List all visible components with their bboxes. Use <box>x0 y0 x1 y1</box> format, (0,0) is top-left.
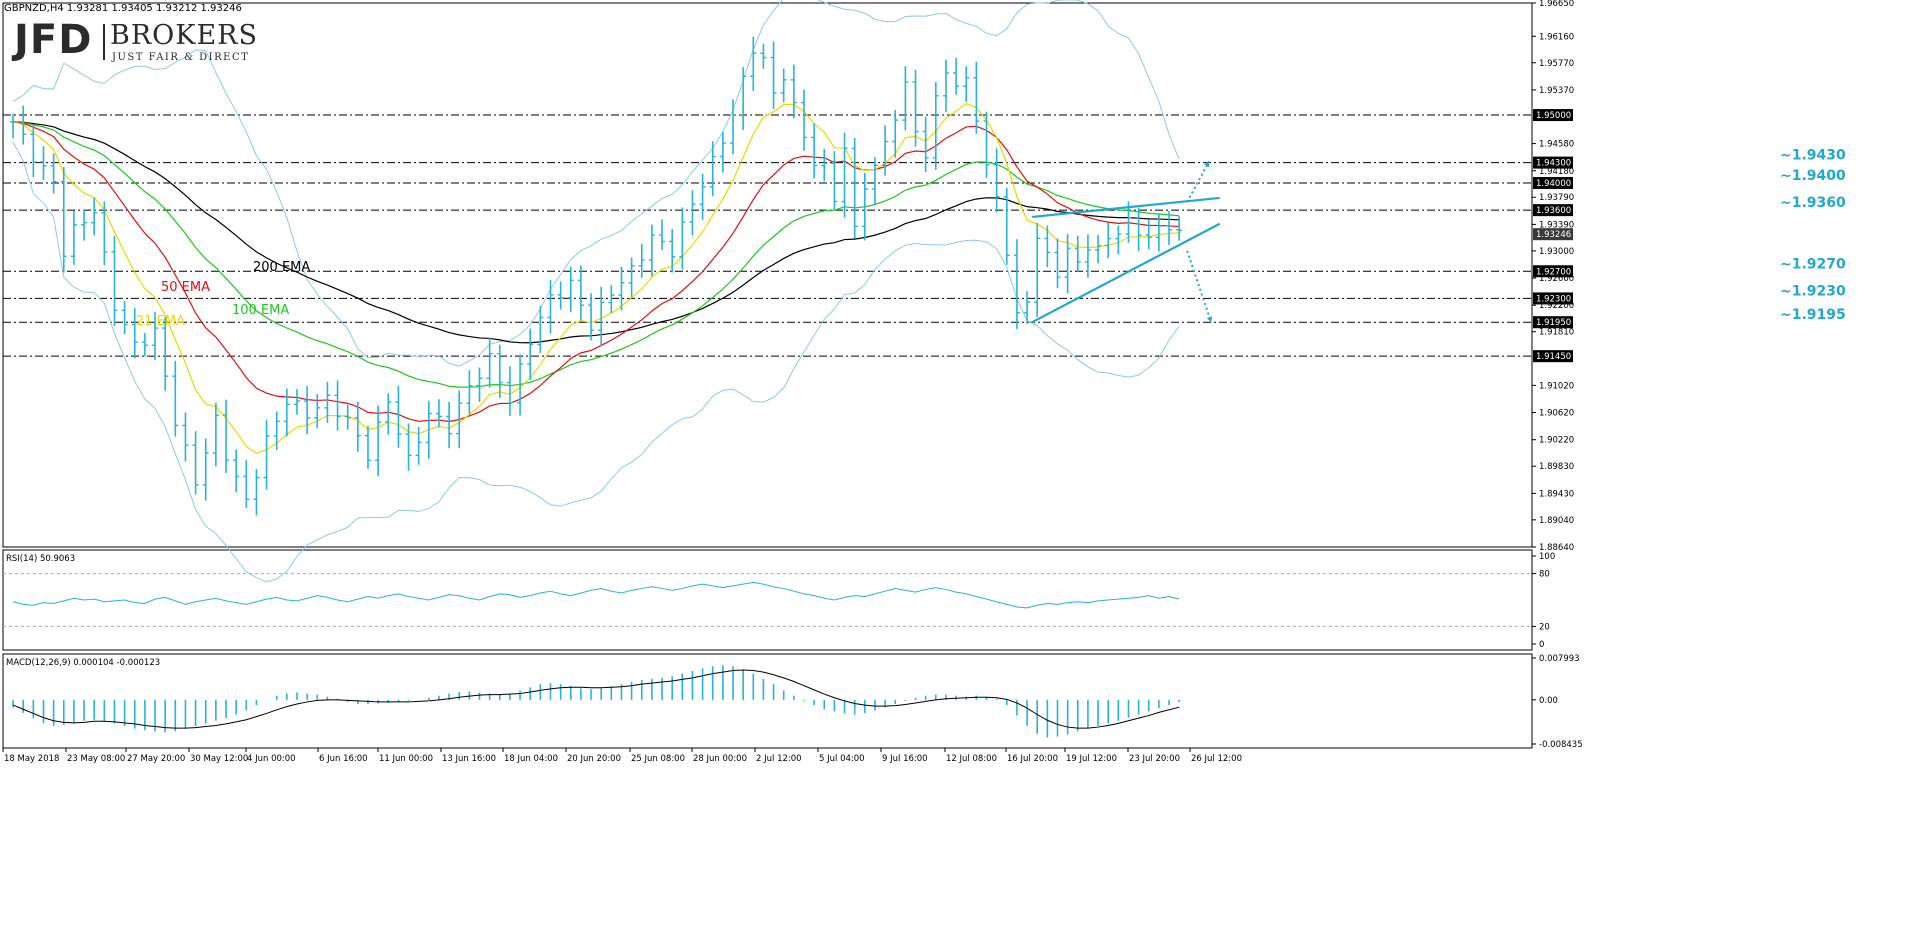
level-label: ~1.9400 <box>1780 168 1846 184</box>
rsi-line <box>12 581 1180 609</box>
price-tag-bg <box>1533 265 1573 278</box>
ema-100-line <box>13 121 1180 388</box>
price-tag-bg <box>1533 316 1573 329</box>
jfd-brokers-logo: JFD BROKERS JUST FAIR & DIRECT <box>14 17 257 63</box>
y-tick-label: 1.93000 <box>1539 247 1574 257</box>
price-tag-text: 1.92700 <box>1536 267 1571 277</box>
level-label: ~1.9270 <box>1780 256 1846 272</box>
panel-frame-1 <box>2 2 1533 548</box>
y-tick-label: 1.89830 <box>1539 462 1574 472</box>
price-tag-bg <box>1533 350 1573 363</box>
x-tick-label: 9 Jul 16:00 <box>882 754 928 764</box>
macd-y-label: 0.007993 <box>1539 654 1580 664</box>
x-tick-label: 6 Jun 16:00 <box>319 754 368 764</box>
logo-brokers: BROKERS <box>110 20 259 51</box>
y-tick-label: 1.88640 <box>1539 543 1574 553</box>
price-tag-bg <box>1533 176 1573 189</box>
price-tag-text: 1.93600 <box>1536 206 1571 216</box>
y-tick-label: 1.94180 <box>1539 167 1574 177</box>
macd-title: MACD(12,26,9) 0.000104 -0.000123 <box>6 658 160 668</box>
x-tick-label: 26 Jul 12:00 <box>1191 754 1242 764</box>
ema-200-line <box>13 121 1180 344</box>
x-tick-label: 12 Jul 08:00 <box>946 754 997 764</box>
logo-jfd: JFD <box>14 17 93 63</box>
price-tag-text: 1.94000 <box>1536 179 1571 189</box>
price-tag-bg <box>1533 204 1573 217</box>
bollinger-upper-band <box>12 0 1180 367</box>
x-tick-label: 4 Jun 00:00 <box>247 754 296 764</box>
y-tick-label: 1.96160 <box>1539 32 1574 42</box>
bollinger-lower-band <box>12 141 1180 583</box>
price-tag-text: 1.93246 <box>1536 230 1571 240</box>
y-tick-label: 1.91810 <box>1539 328 1574 338</box>
symbol-ohlc-label: GBPNZD,H4 1.93281 1.93405 1.93212 1.9324… <box>4 3 242 14</box>
y-tick-label: 1.94580 <box>1539 140 1574 150</box>
macd-signal-line <box>12 669 1180 729</box>
y-tick-label: 1.93790 <box>1539 193 1574 203</box>
level-label: ~1.9195 <box>1780 307 1846 323</box>
breakout-down-arrow-head <box>1206 316 1213 323</box>
y-tick-label: 1.90620 <box>1539 409 1574 419</box>
rsi-y-label: 0 <box>1539 640 1544 650</box>
price-tag-bg <box>1533 156 1573 169</box>
rsi-y-label: 80 <box>1539 570 1550 580</box>
y-tick-label: 1.92600 <box>1539 274 1574 284</box>
x-tick-label: 16 Jul 20:00 <box>1007 754 1058 764</box>
price-tag-bg <box>1533 228 1573 241</box>
x-tick-label: 27 May 20:00 <box>127 754 185 764</box>
y-tick-label: 1.93390 <box>1539 220 1574 230</box>
logo-tagline: JUST FAIR & DIRECT <box>112 52 250 63</box>
panel-frame-3 <box>2 653 1533 749</box>
rsi-y-label: 20 <box>1539 622 1550 632</box>
breakout-up-arrow-head <box>1204 161 1210 168</box>
rsi-y-label: 100 <box>1539 552 1555 562</box>
price-tag-text: 1.94300 <box>1536 159 1571 169</box>
x-tick-label: 11 Jun 00:00 <box>379 754 433 764</box>
y-tick-label: 1.95370 <box>1539 86 1574 96</box>
ema-21-line <box>12 103 1180 455</box>
price-tag-bg <box>1533 292 1573 305</box>
x-tick-label: 30 May 12:00 <box>190 754 248 764</box>
ema-50-line <box>12 121 1180 423</box>
y-tick-label: 1.90220 <box>1539 436 1574 446</box>
ema-label: 21 EMA <box>136 314 185 329</box>
level-label: ~1.9360 <box>1780 195 1846 211</box>
y-tick-label: 1.91020 <box>1539 381 1574 391</box>
rsi-title: RSI(14) 50.9063 <box>6 554 75 564</box>
y-tick-label: 1.92200 <box>1539 301 1574 311</box>
macd-y-label: 0.00 <box>1539 696 1558 706</box>
price-tag-text: 1.95000 <box>1536 111 1571 121</box>
macd-y-label: -0.008435 <box>1539 740 1583 750</box>
logo-separator <box>103 24 105 60</box>
x-tick-label: 25 Jun 08:00 <box>631 754 685 764</box>
level-label: ~1.9230 <box>1780 283 1846 299</box>
x-tick-label: 19 Jul 12:00 <box>1066 754 1117 764</box>
y-tick-label: 1.96650 <box>1539 0 1574 9</box>
x-tick-label: 13 Jun 16:00 <box>442 754 496 764</box>
price-tag-text: 1.92300 <box>1536 294 1571 304</box>
x-tick-label: 23 May 08:00 <box>67 754 125 764</box>
level-label: ~1.9430 <box>1780 148 1846 164</box>
panel-frame-2 <box>2 549 1533 651</box>
ema-label: 100 EMA <box>232 303 289 318</box>
y-tick-label: 1.89430 <box>1539 489 1574 499</box>
price-tag-text: 1.91450 <box>1536 352 1571 362</box>
y-tick-label: 1.95770 <box>1539 59 1574 69</box>
triangle-line-lower <box>1031 222 1221 324</box>
price-tag-text: 1.91950 <box>1536 318 1571 328</box>
ema-label: 200 EMA <box>253 260 310 275</box>
y-tick-label: 1.89040 <box>1539 516 1574 526</box>
x-tick-label: 28 Jun 00:00 <box>693 754 747 764</box>
price-tag-bg <box>1533 109 1573 122</box>
x-tick-label: 20 Jun 20:00 <box>567 754 621 764</box>
x-tick-label: 18 Jun 04:00 <box>504 754 558 764</box>
x-tick-label: 18 May 2018 <box>4 754 59 764</box>
x-tick-label: 23 Jul 20:00 <box>1129 754 1180 764</box>
x-tick-label: 5 Jul 04:00 <box>819 754 865 764</box>
x-tick-label: 2 Jul 12:00 <box>756 754 802 764</box>
ema-label: 50 EMA <box>161 280 210 295</box>
